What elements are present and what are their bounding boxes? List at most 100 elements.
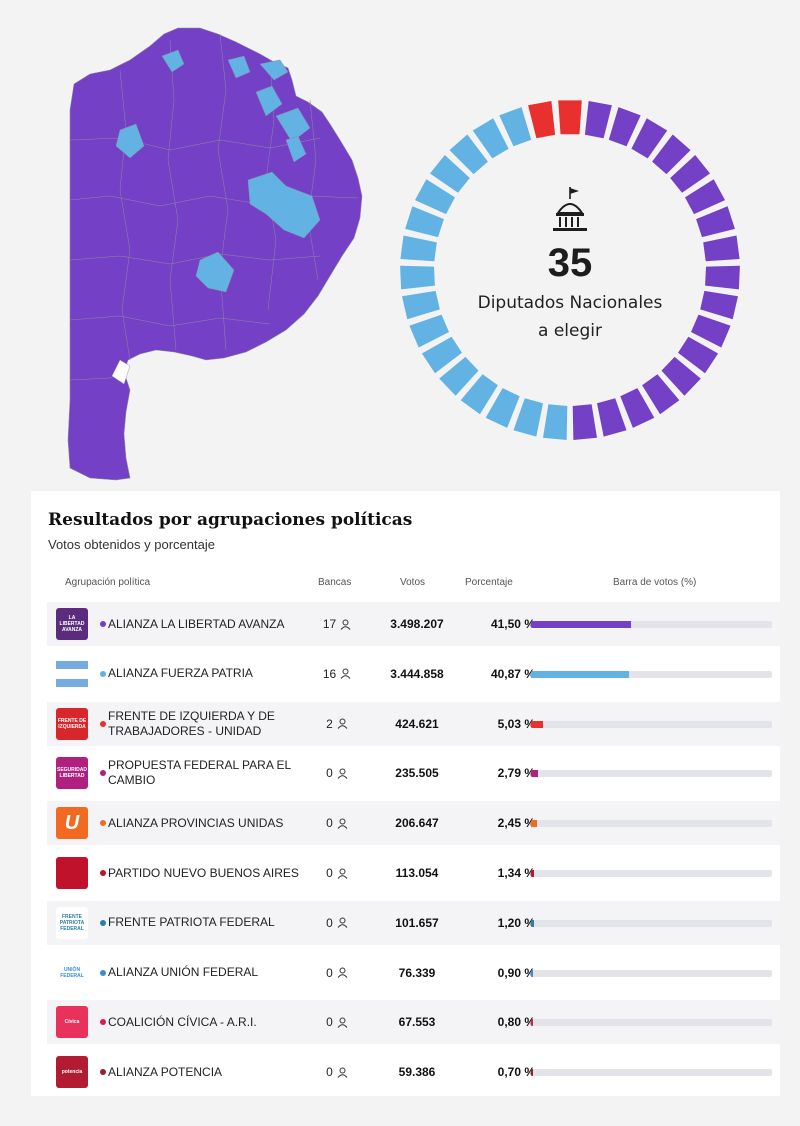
seat-segment: [678, 336, 719, 374]
table-row[interactable]: PARTIDO NUEVO BUENOS AIRES 0 113.054 1,34 %: [47, 851, 780, 895]
table-row[interactable]: UNIÓN FEDERAL ALIANZA UNIÓN FEDERAL 0 76.33…: [47, 951, 780, 995]
col-header-seats: Bancas: [318, 577, 352, 588]
party-name: ALIANZA FUERZA PATRIA: [108, 666, 253, 681]
seats-value: 0: [326, 1015, 333, 1030]
table-row[interactable]: U ALIANZA PROVINCIAS UNIDAS 0 206.647 2,45 %: [47, 801, 780, 846]
propuesta-logo-icon: SEGURIDAD LIBERTAD: [56, 757, 88, 790]
seats-cell: 0: [307, 851, 367, 895]
col-header-percent: Porcentaje: [465, 577, 513, 588]
person-icon: [337, 967, 348, 978]
party-name: ALIANZA POTENCIA: [108, 1064, 223, 1079]
party-name: ALIANZA PROVINCIAS UNIDAS: [108, 815, 284, 830]
person-icon: [337, 818, 348, 829]
person-icon: [340, 619, 351, 630]
table-row[interactable]: LA LIBERTAD AVANZA ALIANZA LA LIBERTAD AV…: [47, 602, 780, 646]
vote-bar: [531, 969, 534, 977]
seat-segment: [584, 101, 612, 139]
percent-value: 1,20 %: [497, 915, 535, 930]
seat-segment: [421, 336, 462, 374]
party-name: PARTIDO NUEVO BUENOS AIRES: [108, 865, 299, 880]
seat-segment: [558, 100, 582, 135]
frente-patriota-logo-icon: FRENTE PATRIOTA FEDERAL: [56, 906, 88, 939]
col-header-votes: Votos: [400, 577, 426, 588]
vote-bar-track: [531, 1069, 772, 1077]
seat-segment: [631, 118, 668, 159]
person-icon: [340, 668, 351, 680]
party-color-dot: [100, 770, 106, 777]
seats-value: 0: [326, 816, 333, 831]
seats-value: 16: [322, 666, 337, 681]
party-name: ALIANZA LA LIBERTAD AVANZA: [108, 616, 285, 631]
table-row[interactable]: potencia ALIANZA POTENCIA 0 59.386 0,70 %: [47, 1050, 780, 1094]
union-federal-logo-icon: UNIÓN FEDERAL: [56, 956, 88, 989]
seats-cell: 0: [307, 901, 367, 945]
seat-segment: [528, 101, 556, 139]
seats-label: Diputados Nacionales a elegir: [477, 293, 663, 341]
excluded-area: [111, 359, 131, 385]
seat-segment: [499, 107, 532, 147]
votes-value: 59.386: [398, 1065, 436, 1080]
buenos-aires-province-map: [67, 27, 363, 481]
votes-value: 3.498.207: [390, 617, 444, 631]
person-icon: [337, 1067, 348, 1078]
votes-value: 424.621: [395, 716, 439, 731]
seats-value: 0: [326, 866, 333, 880]
table-row[interactable]: Cívica COALICIÓN CÍVICA - A.R.I. 0 67.553 0,…: [47, 1000, 780, 1045]
party-color-dot: [100, 870, 106, 876]
seat-segment: [460, 374, 498, 415]
votes-value: 76.339: [398, 965, 436, 980]
seat-segment: [485, 388, 520, 428]
party-name: PROPUESTA FEDERAL PARA EL CAMBIO: [108, 758, 291, 788]
seat-segment: [705, 265, 740, 290]
col-header-party: Agrupación política: [65, 577, 151, 588]
seat-segment: [642, 374, 680, 415]
table-row[interactable]: SEGURIDAD LIBERTAD PROPUESTA FEDERAL PARA…: [47, 751, 780, 795]
table-row[interactable]: FRENTE DE IZQUIERDA FRENTE DE IZQUIERDA Y…: [47, 701, 780, 746]
votes-value: 67.553: [398, 1015, 436, 1030]
seat-segment: [652, 134, 691, 175]
party-name: FRENTE PATRIOTA FEDERAL: [108, 915, 275, 930]
seats-total: 35: [547, 241, 593, 285]
seats-value: 0: [326, 1065, 333, 1080]
seat-segment: [661, 356, 701, 396]
party-color-dot: [100, 1019, 106, 1026]
capitol-icon: [553, 187, 587, 231]
seat-segment: [696, 206, 735, 238]
seat-segment: [400, 235, 437, 262]
percent-value: 41,50 %: [490, 617, 535, 631]
percent-value: 2,45 %: [497, 816, 535, 831]
vote-bar-track: [531, 919, 772, 927]
seat-segment: [513, 398, 543, 437]
vote-bar-track: [531, 770, 772, 778]
vote-bar: [531, 720, 544, 728]
seats-ring-chart: [400, 100, 740, 440]
percent-value: 40,87 %: [490, 666, 535, 681]
seat-segment: [572, 404, 597, 440]
party-color-dot: [100, 720, 106, 727]
vote-bar-track: [531, 670, 772, 678]
seat-segment: [543, 404, 568, 440]
table-row[interactable]: ALIANZA FUERZA PATRIA 16 3.444.858 40,87 %: [47, 652, 780, 696]
seat-segment: [472, 118, 509, 159]
person-icon: [337, 1017, 348, 1028]
party-color-dot: [100, 919, 106, 926]
table-row[interactable]: FRENTE PATRIOTA FEDERAL FRENTE PATRIOTA F…: [47, 900, 780, 945]
seat-segment: [608, 107, 641, 147]
vote-bar: [531, 1069, 533, 1077]
results-subtitle: Votos obtenidos y porcentaje: [48, 537, 215, 552]
percent-value: 2,79 %: [497, 766, 535, 781]
fuerza-patria-districts: [115, 49, 321, 293]
lion-icon: LA LIBERTAD AVANZA: [56, 608, 88, 640]
seats-value: 2: [326, 716, 333, 731]
vote-bar: [531, 820, 537, 828]
percent-value: 0,80 %: [497, 1015, 535, 1030]
person-icon: [337, 917, 348, 929]
seat-segment: [405, 206, 444, 238]
person-icon: [337, 718, 348, 729]
vote-bar-track: [531, 1019, 772, 1027]
vote-bar: [531, 870, 535, 877]
party-name: COALICIÓN CÍVICA - A.R.I.: [108, 1014, 257, 1029]
vote-bar-track: [531, 969, 772, 977]
seats-summary: 35 Diputados Nacionales a elegir: [430, 185, 710, 355]
fit-logo-icon: FRENTE DE IZQUIERDA: [56, 707, 88, 740]
